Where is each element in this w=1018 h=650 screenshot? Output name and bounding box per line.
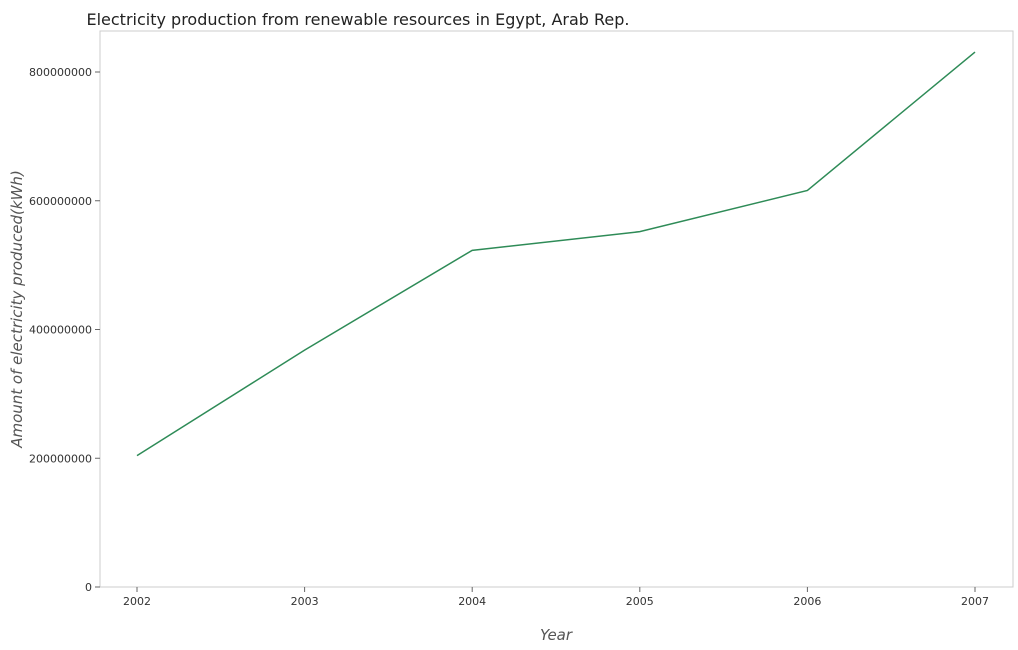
y-axis: 0 200000000 400000000 600000000 800000000 (29, 66, 100, 594)
x-tick-label: 2004 (458, 595, 486, 608)
y-tick-label: 0 (85, 581, 92, 594)
x-axis-label: Year (540, 626, 573, 644)
y-tick-label: 400000000 (29, 324, 92, 337)
y-axis-label: Amount of electricity produced(kWh) (8, 170, 26, 449)
x-tick-label: 2007 (961, 595, 989, 608)
y-tick-label: 800000000 (29, 66, 92, 79)
x-tick-label: 2006 (793, 595, 821, 608)
y-tick-label: 200000000 (29, 452, 92, 465)
x-tick-label: 2002 (123, 595, 151, 608)
series-line (136, 51, 976, 457)
y-tick-label: 600000000 (29, 195, 92, 208)
x-axis: 2002 2003 2004 2005 2006 2007 (123, 587, 989, 608)
x-tick-label: 2003 (291, 595, 319, 608)
plot-area (99, 30, 1014, 588)
x-tick-label: 2005 (626, 595, 654, 608)
series-layer (136, 51, 976, 457)
chart-title: Electricity production from renewable re… (86, 10, 629, 29)
